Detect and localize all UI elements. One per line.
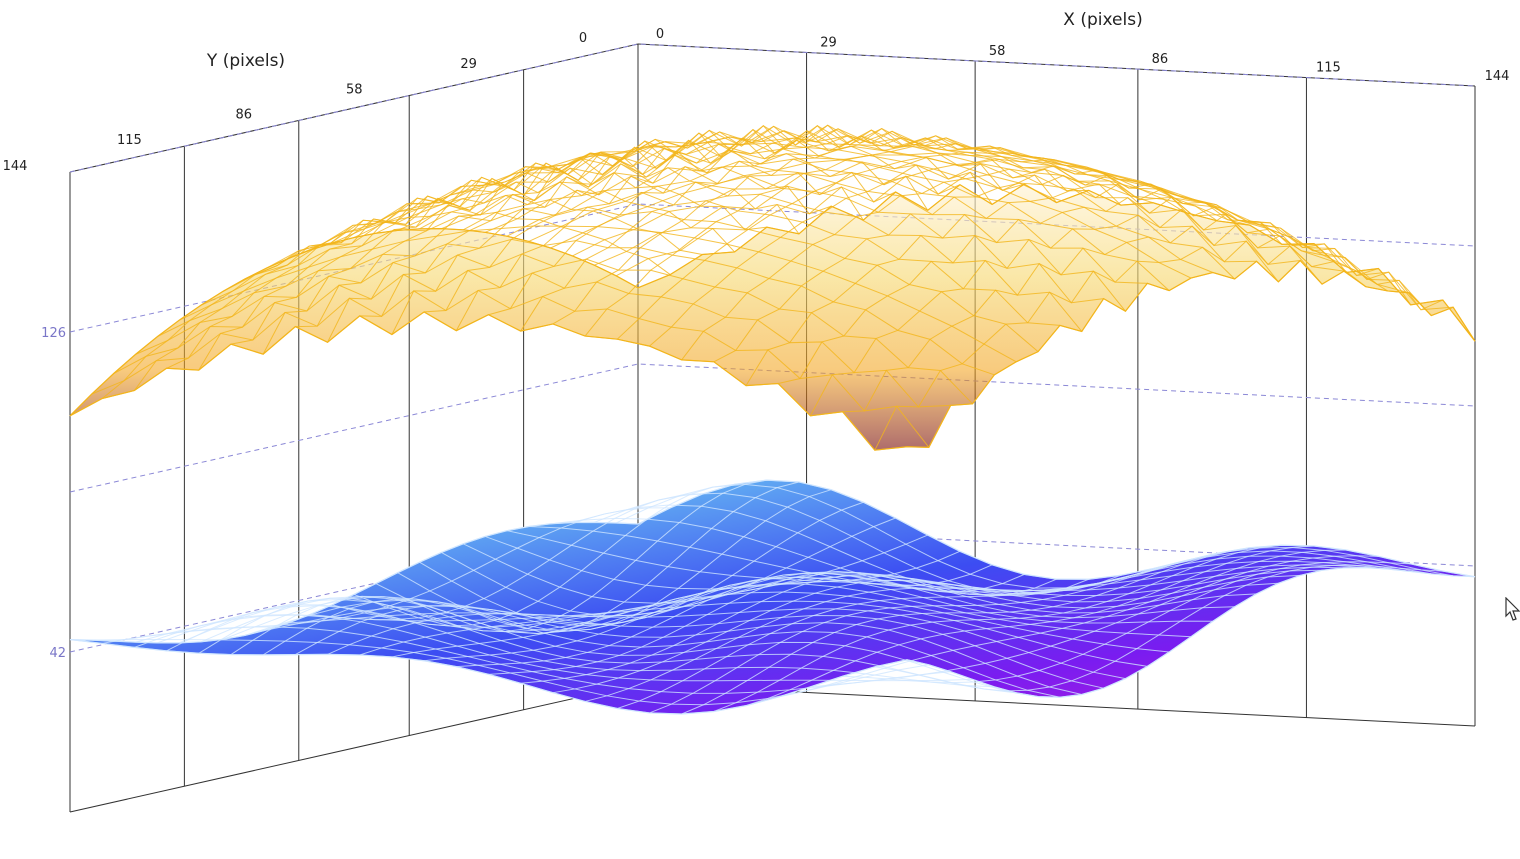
bottom-surface-wire xyxy=(375,576,1213,635)
top-surface-wire xyxy=(200,206,1039,353)
bottom-surface-wire xyxy=(419,561,1257,627)
bottom-surface-wire xyxy=(441,551,1279,617)
top-surface-wire xyxy=(594,163,1432,316)
left-wall-bottom-edge xyxy=(69,683,639,813)
top-surface-wire xyxy=(91,289,930,448)
bottom-surface-wire xyxy=(179,598,1017,694)
bottom-surface-wire xyxy=(222,596,1061,698)
bottom-surface-wire xyxy=(200,595,1039,698)
z-tick-label: 42 xyxy=(49,646,66,661)
top-surface-wire xyxy=(244,175,1083,332)
top-surface-wire xyxy=(441,124,1279,283)
top-surface-wire xyxy=(113,269,951,408)
bottom-surface-wire xyxy=(310,600,1148,667)
bottom-surface-wire xyxy=(135,614,973,682)
y-tick-label: 115 xyxy=(117,133,142,148)
top-surface-wire xyxy=(419,125,1257,263)
surf-top-fill xyxy=(69,183,1476,451)
top-surface-wire xyxy=(506,135,1344,272)
top-surface-wire xyxy=(288,154,1126,312)
bottom-surface-wire xyxy=(266,605,1104,689)
y-tick-labels: 0 29 58 86 115 144 xyxy=(3,31,588,174)
mouse-pointer-icon xyxy=(1505,597,1520,621)
x-tick-label: 29 xyxy=(820,35,837,50)
top-surface-wire xyxy=(69,311,908,451)
x-tick-label: 115 xyxy=(1316,61,1341,76)
x-tick-label: 86 xyxy=(1152,52,1169,67)
y-tick-label: 0 xyxy=(579,31,587,46)
bottom-surface-wire xyxy=(637,479,1476,580)
top-surface-wire xyxy=(462,125,1301,265)
x-axis-title: X (pixels) xyxy=(1063,10,1142,30)
bottom-surface-wire xyxy=(572,504,1410,596)
top-surface-wire xyxy=(157,238,995,376)
bottom-surface-wire xyxy=(91,639,929,706)
y-tick-label: 144 xyxy=(3,159,28,174)
top-surface-wire xyxy=(550,152,1388,292)
z-tick-label: 126 xyxy=(41,326,66,341)
x-tick-labels: 0 29 58 86 115 144 xyxy=(656,27,1510,84)
x-tick-label: 58 xyxy=(989,44,1006,59)
top-surface-wire xyxy=(222,189,1060,326)
bottom-surface-wire xyxy=(353,583,1192,638)
bottom-surface-wire xyxy=(69,639,908,715)
top-surface xyxy=(69,124,1476,451)
bottom-surface-wire xyxy=(528,525,1366,593)
top-surface-wire xyxy=(310,147,1148,284)
x-tick-label: 144 xyxy=(1485,69,1510,84)
y-tick-label: 29 xyxy=(460,57,477,72)
bottom-surface-wire xyxy=(550,517,1388,596)
bottom-surface-wire xyxy=(244,599,1082,695)
top-surface-wire xyxy=(266,163,1104,304)
top-surface-wire xyxy=(353,141,1192,279)
z-tick-labels: 42 126 xyxy=(41,326,66,661)
bottom-surface-wire xyxy=(615,483,1454,589)
top-surface-wire xyxy=(615,171,1454,311)
top-surface-wire xyxy=(179,225,1017,363)
top-surface-wire xyxy=(135,253,973,405)
bottom-surface-wire xyxy=(288,608,1126,680)
bottom-surface-wire xyxy=(113,626,951,694)
bottom-surface xyxy=(69,479,1476,715)
top-surface-wire xyxy=(572,157,1410,294)
y-tick-label: 58 xyxy=(346,83,363,98)
y-axis-title: Y (pixels) xyxy=(206,51,285,71)
x-tick-label: 0 xyxy=(656,27,664,42)
y-tick-label: 86 xyxy=(236,107,253,122)
bottom-surface-wire xyxy=(332,591,1170,653)
